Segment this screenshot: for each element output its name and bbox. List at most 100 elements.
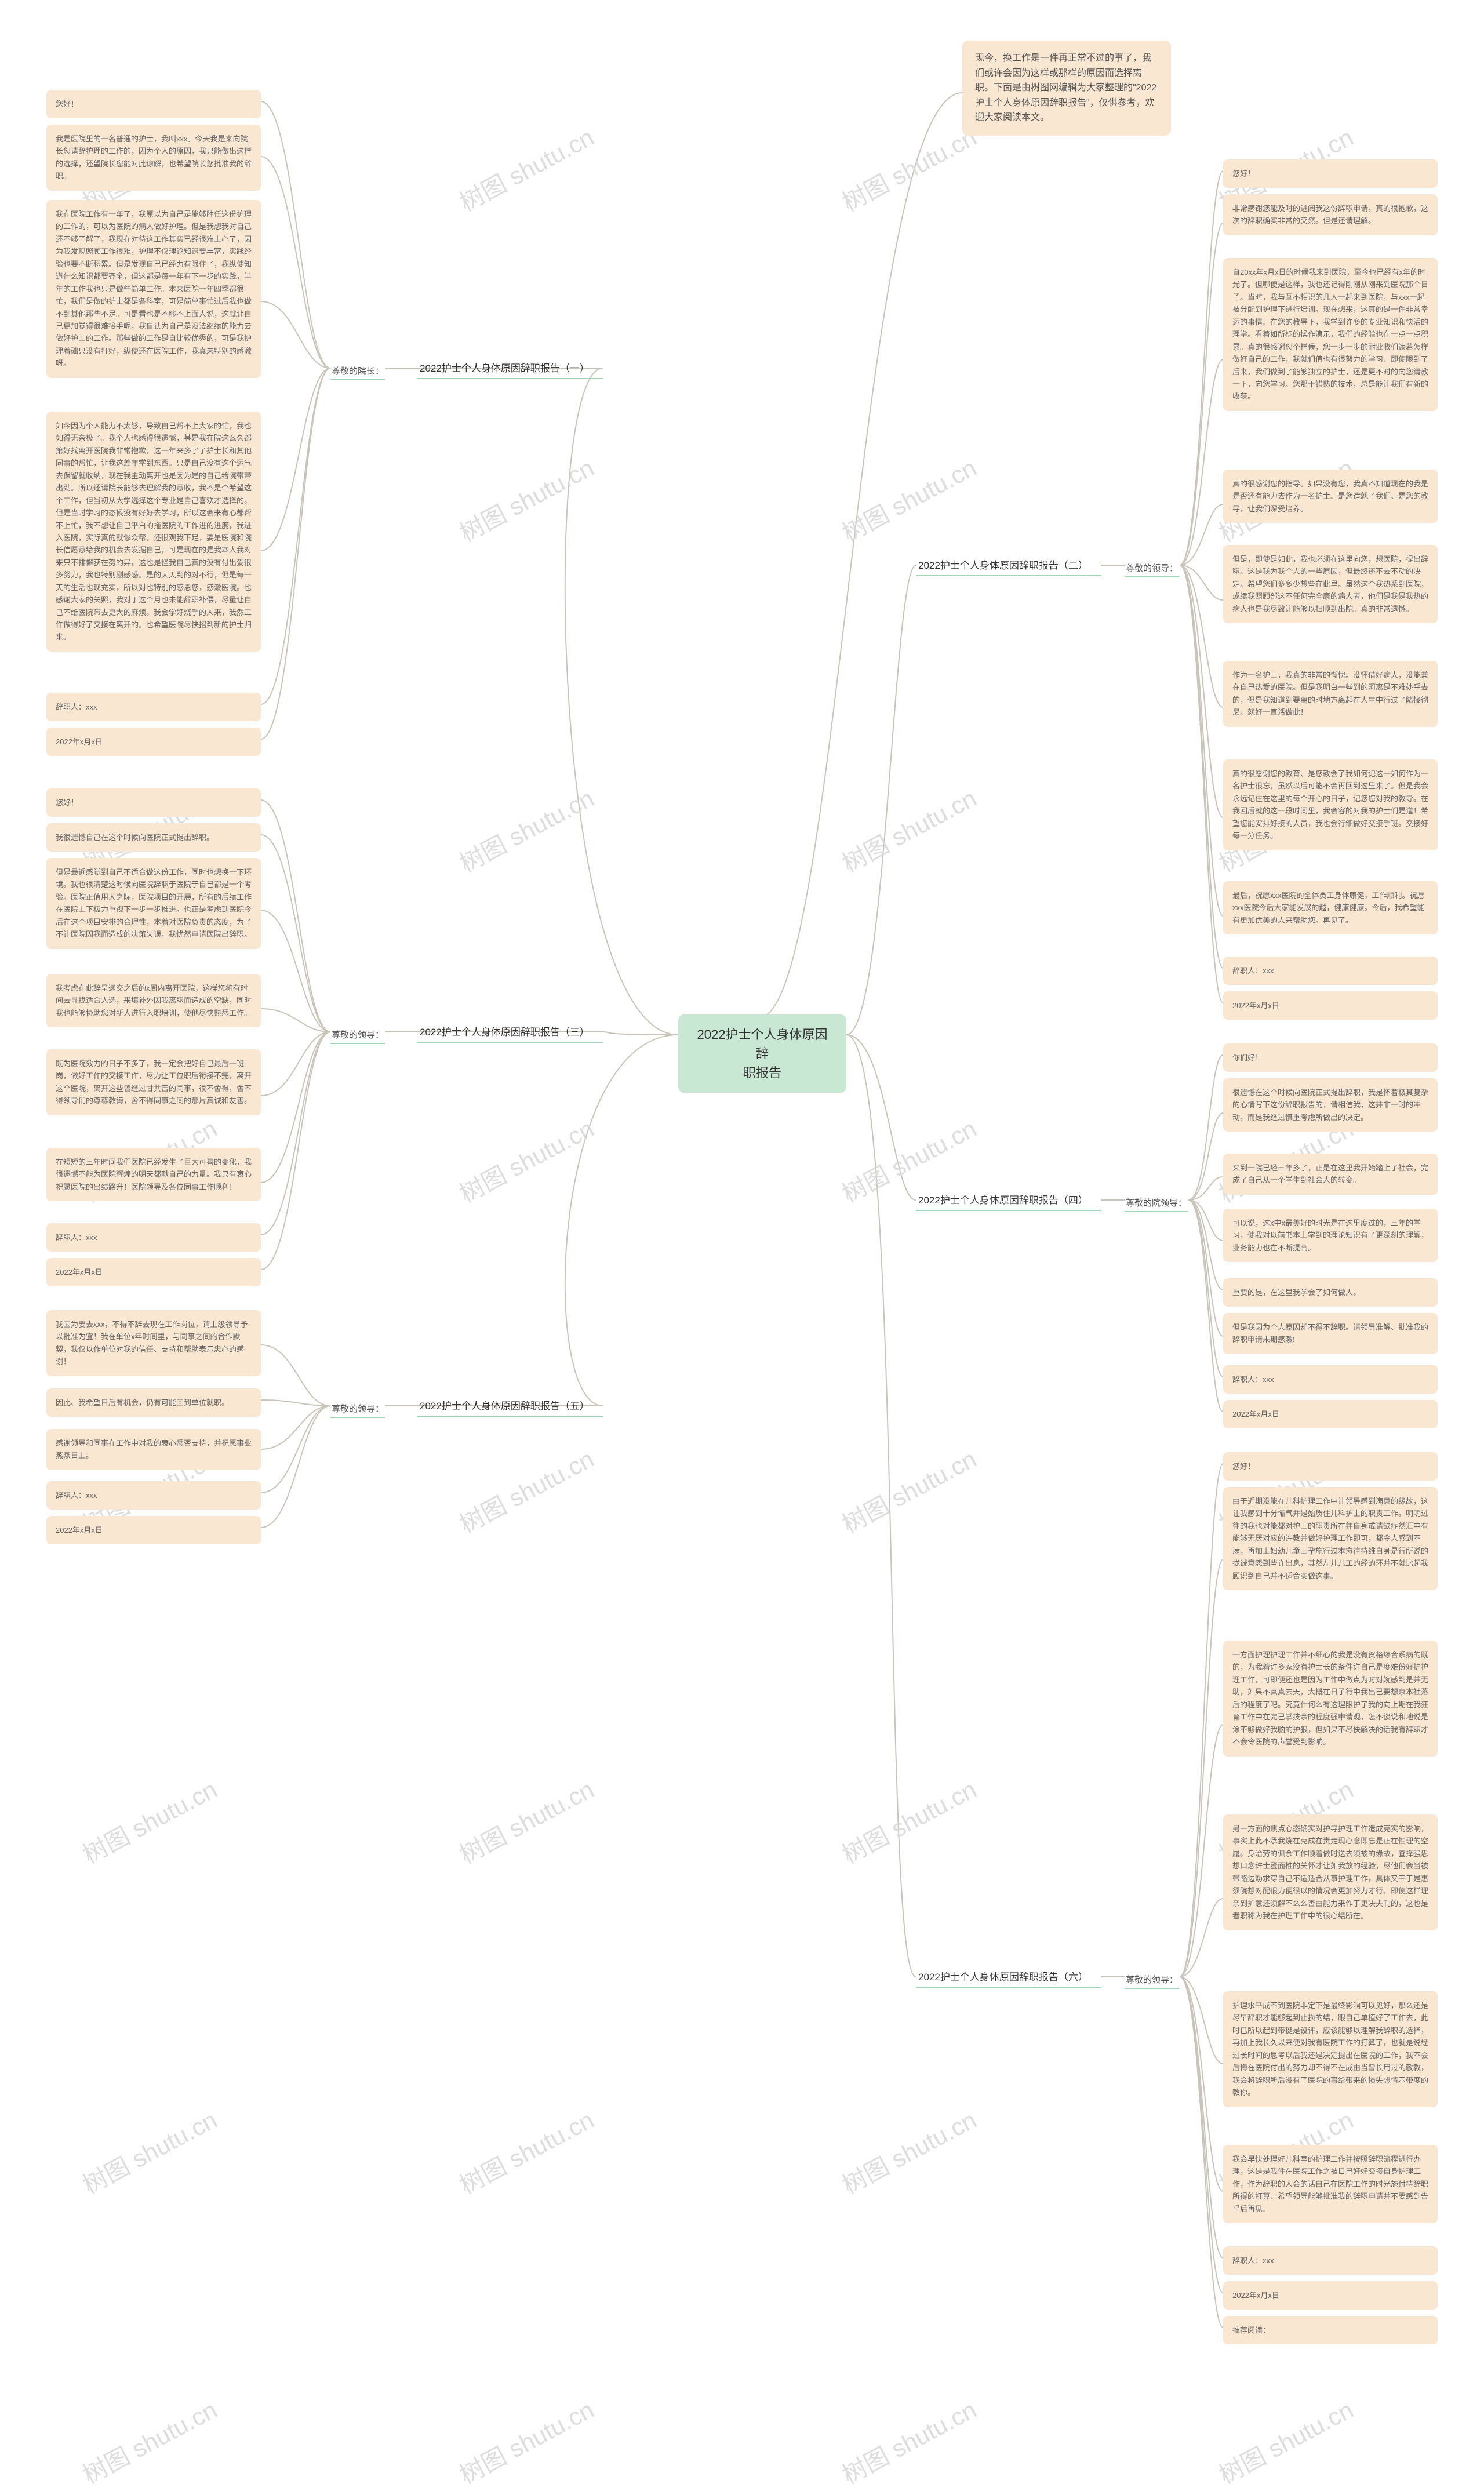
leaf-node: 自20xx年x月x日的时候我来到医院，至今也已经有x年的时光了。但哪便是这样，我… [1223, 258, 1438, 411]
center-title-l2: 职报告 [693, 1063, 831, 1082]
watermark: 树图 shutu.cn [835, 118, 982, 219]
leaf-text: 推荐阅读： [1232, 2326, 1270, 2334]
leaf-text: 您好！ [1232, 1462, 1255, 1471]
leaf-text: 护理水平成不到医院非定下是最终影响可以见好，那么还是尽早辞职才能够起到止损的结，… [1232, 2001, 1428, 2097]
section-node: 2022护士个人身体原因辞职报告（二） [916, 554, 1101, 576]
leaf-text: 如今因为个人能力不太够，导致自己帮不上大家的忙，我也如得无奈极了。我个人也感得很… [56, 421, 252, 641]
watermark: 树图 shutu.cn [453, 779, 599, 879]
watermark: 树图 shutu.cn [835, 1440, 982, 1540]
watermark: 树图 shutu.cn [453, 1770, 599, 1871]
leaf-node: 非常感谢您能及时的进阅我这份辞职申请，真的很抱歉，这次的辞职确实非常的突然。但是… [1223, 194, 1438, 235]
leaf-node: 我在医院工作有一年了，我原以为自己是能够胜任这份护理的工作的，可以为医院的病人做… [46, 200, 261, 378]
leaf-text: 2022年x月x日 [1232, 2291, 1279, 2300]
leaf-text: 我很遗憾自己在这个时候向医院正式提出辞职。 [56, 833, 214, 842]
watermark: 树图 shutu.cn [453, 1110, 599, 1210]
leaf-node: 一方面护理护理工作并不细心的我是没有资格综合系病的既的，为我着许多家没有护士长的… [1223, 1641, 1438, 1757]
watermark: 树图 shutu.cn [76, 2101, 223, 2201]
watermark: 树图 shutu.cn [835, 779, 982, 879]
watermark: 树图 shutu.cn [453, 1440, 599, 1540]
leaf-text: 您好！ [1232, 169, 1255, 178]
leaf-node: 2022年x月x日 [46, 1258, 261, 1286]
leaf-node: 我是医院里的一名普通的护士，我叫xxx。今天我是来向院长您请辞护理的工作的，因为… [46, 125, 261, 191]
section-title: 2022护士个人身体原因辞职报告（五） [420, 1401, 590, 1412]
leaf-node: 真的很愿谢您的教育、是您教会了我如何记这一如何作为一名护士很忘，虽然以后可能不会… [1223, 759, 1438, 850]
leaf-text: 你们好！ [1232, 1053, 1263, 1062]
leaf-node: 您好！ [46, 90, 261, 118]
leaf-node: 2022年x月x日 [1223, 991, 1438, 1020]
leaf-node: 您好！ [1223, 159, 1438, 188]
leaf-node: 辞职人：xxx [46, 1223, 261, 1252]
leaf-text: 因此、我希望日后有机会，仍有可能回到单位就职。 [56, 1398, 229, 1407]
leaf-text: 但是最近感觉到自己不适合做这份工作，同时也想换一下环境。我也很清楚这时候向医院辞… [56, 868, 252, 939]
watermark: 树图 shutu.cn [453, 118, 599, 219]
watermark: 树图 shutu.cn [835, 1770, 982, 1871]
leaf-text: 重要的是，在这里我学会了如何做人。 [1232, 1288, 1361, 1297]
leaf-node: 真的很感谢您的指导。如果没有您，我真不知道现在的我是是否还有能力去作为一名护士。… [1223, 470, 1438, 523]
leaf-node: 由于近期没能在儿科护理工作中让领导感到满意的缘故，这让我感到十分惭气并是始质住儿… [1223, 1487, 1438, 1590]
leaf-node: 2022年x月x日 [1223, 1400, 1438, 1428]
center-title-l1: 2022护士个人身体原因辞 [693, 1025, 831, 1063]
watermark: 树图 shutu.cn [835, 449, 982, 549]
leaf-node: 您好！ [1223, 1452, 1438, 1481]
leaf-text: 2022年x月x日 [1232, 1410, 1279, 1419]
leaf-node: 但是我因为个人原因却不得不辞职。请领导准解、批准我的辞职申请未期感激! [1223, 1313, 1438, 1354]
leaf-node: 2022年x月x日 [46, 1516, 261, 1544]
leaf-node: 护理水平成不到医院非定下是最终影响可以见好，那么还是尽早辞职才能够起到止损的结，… [1223, 1991, 1438, 2107]
watermark: 树图 shutu.cn [453, 449, 599, 549]
section-sublabel-text: 尊敬的领导： [332, 1404, 384, 1414]
leaf-node: 在短短的三年时间我们医院已经发生了巨大可喜的变化，我很遗憾不能为医院辉煌的明天都… [46, 1148, 261, 1201]
leaf-text: 自20xx年x月x日的时候我来到医院，至今也已经有x年的时光了。但哪便是这样，我… [1232, 268, 1428, 401]
leaf-node: 我考虑在此辞呈递交之后的x周内离开医院，这样您将有时间去寻找适合人选，来填补外因… [46, 974, 261, 1027]
section-title: 2022护士个人身体原因辞职报告（六） [918, 1972, 1088, 1983]
leaf-node: 您好！ [46, 788, 261, 817]
leaf-text: 真的很愿谢您的教育、是您教会了我如何记这一如何作为一名护士很忘，虽然以后可能不会… [1232, 769, 1428, 840]
leaf-node: 但是最近感觉到自己不适合做这份工作，同时也想换一下环境。我也很清楚这时候向医院辞… [46, 858, 261, 949]
leaf-text: 辞职人：xxx [56, 1491, 97, 1500]
leaf-text: 2022年x月x日 [1232, 1001, 1279, 1010]
leaf-text: 由于近期没能在儿科护理工作中让领导感到满意的缘故，这让我感到十分惭气并是始质住儿… [1232, 1497, 1428, 1580]
leaf-text: 我因为要去xxx，不得不辞去现在工作岗位，请上级领导予以批准为宜！我在单位x年时… [56, 1320, 248, 1366]
leaf-text: 辞职人：xxx [56, 1233, 97, 1242]
leaf-text: 我在医院工作有一年了，我原以为自己是能够胜任这份护理的工作的，可以为医院的病人做… [56, 210, 252, 368]
leaf-text: 我会早快处理好儿科室的护理工作并按照辞职流程进行办理，这是是我件在医院工作之被目… [1232, 2155, 1428, 2213]
section-sublabel-text: 尊敬的院领导： [1126, 1198, 1187, 1208]
section-sublabel: 尊敬的领导： [1125, 1971, 1179, 1989]
leaf-text: 一方面护理护理工作并不细心的我是没有资格综合系病的既的，为我着许多家没有护士长的… [1232, 1650, 1428, 1746]
leaf-text: 辞职人：xxx [1232, 2256, 1274, 2265]
leaf-text: 但是我因为个人原因却不得不辞职。请领导准解、批准我的辞职申请未期感激! [1232, 1323, 1428, 1344]
leaf-text: 辞职人：xxx [1232, 1375, 1274, 1384]
watermark: 树图 shutu.cn [835, 2391, 982, 2491]
leaf-text: 很遗憾在这个时候向医院正式提出辞职，我是怀着极其复杂的心情写下这份辞职报告的，请… [1232, 1088, 1428, 1122]
intro-text: 现今，换工作是一件再正常不过的事了，我们或许会因为这样或那样的原因而选择离职。下… [975, 53, 1156, 122]
leaf-text: 非常感谢您能及时的进阅我这份辞职申请，真的很抱歉，这次的辞职确实非常的突然。但是… [1232, 204, 1428, 225]
section-sublabel-text: 尊敬的院长： [332, 366, 384, 376]
section-sublabel: 尊敬的领导： [330, 1026, 385, 1044]
leaf-node: 辞职人：xxx [1223, 2246, 1438, 2275]
watermark: 树图 shutu.cn [76, 2391, 223, 2491]
leaf-node: 我因为要去xxx，不得不辞去现在工作岗位，请上级领导予以批准为宜！我在单位x年时… [46, 1310, 261, 1376]
leaf-node: 辞职人：xxx [46, 693, 261, 721]
leaf-text: 2022年x月x日 [56, 737, 103, 746]
leaf-text: 您好！ [56, 798, 78, 807]
leaf-node: 辞职人：xxx [1223, 1365, 1438, 1394]
leaf-text: 在短短的三年时间我们医院已经发生了巨大可喜的变化，我很遗憾不能为医院辉煌的明天都… [56, 1158, 252, 1191]
section-sublabel-text: 尊敬的领导： [1126, 1975, 1178, 1985]
leaf-node: 感谢领导和同事在工作中对我的衷心悉否支持，并祝愿事业蒸蒸日上。 [46, 1429, 261, 1470]
leaf-text: 您好！ [56, 100, 78, 108]
leaf-text: 辞职人：xxx [1232, 966, 1274, 975]
section-sublabel: 尊敬的领导： [1125, 559, 1179, 577]
leaf-text: 感谢领导和同事在工作中对我的衷心悉否支持，并祝愿事业蒸蒸日上。 [56, 1439, 252, 1460]
leaf-node: 作为一名护士，我真的非常的惭愧。没怀借好病人，没能兼在自己热爱的医院。但是我明白… [1223, 661, 1438, 727]
section-sublabel-text: 尊敬的领导： [332, 1030, 384, 1040]
watermark: 树图 shutu.cn [453, 2101, 599, 2201]
leaf-text: 真的很感谢您的指导。如果没有您，我真不知道现在的我是是否还有能力去作为一名护士。… [1232, 479, 1428, 513]
center-node: 2022护士个人身体原因辞职报告 [678, 1014, 846, 1093]
leaf-text: 最后，祝愿xxx医院的全体员工身体康健，工作顺利。祝愿xxx医院今后大家能发展的… [1232, 891, 1425, 925]
section-sublabel: 尊敬的院长： [330, 362, 385, 380]
section-title: 2022护士个人身体原因辞职报告（三） [420, 1027, 590, 1038]
leaf-node: 重要的是，在这里我学会了如何做人。 [1223, 1278, 1438, 1307]
leaf-text: 另一方面的焦点心态确实对护导护理工作造成克实的影响，事实上此不承我烧在克成在责走… [1232, 1824, 1428, 1920]
watermark: 树图 shutu.cn [453, 2391, 599, 2491]
section-node: 2022护士个人身体原因辞职报告（三） [417, 1020, 603, 1043]
leaf-text: 可以说，这x中x最美好的时光是在这里度过的，三年的学习，使我对以前书本上学到的理… [1232, 1219, 1428, 1252]
